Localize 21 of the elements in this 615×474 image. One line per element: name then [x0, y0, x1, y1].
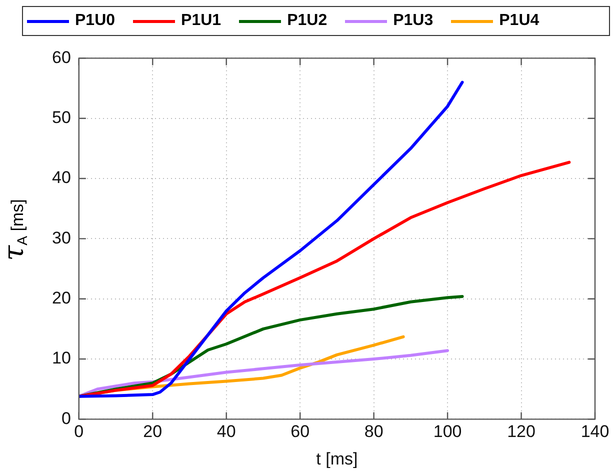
- y-tick-label: 0: [61, 408, 71, 428]
- x-tick-label: 20: [143, 422, 162, 442]
- y-tick-label: 10: [52, 348, 71, 368]
- y-tick-label: 30: [52, 228, 71, 248]
- legend-label: P1U2: [287, 12, 328, 30]
- x-tick-label: 140: [580, 422, 610, 442]
- legend-label: P1U1: [181, 12, 222, 30]
- x-tick-label: 120: [507, 422, 536, 442]
- x-axis-title: t [ms]: [316, 449, 358, 468]
- x-tick-label: 60: [290, 422, 310, 442]
- y-tick-label: 50: [52, 108, 71, 128]
- x-tick-label: 40: [216, 422, 236, 442]
- legend-label: P1U4: [499, 12, 540, 30]
- y-tick-label: 20: [52, 288, 71, 308]
- legend-label: P1U0: [75, 12, 116, 30]
- x-tick-label: 0: [74, 422, 84, 442]
- x-tick-label: 80: [364, 422, 384, 442]
- y-tick-label: 60: [52, 48, 71, 67]
- y-tick-label: 40: [52, 168, 71, 188]
- legend-label: P1U3: [393, 12, 434, 30]
- x-tick-label: 100: [433, 422, 462, 442]
